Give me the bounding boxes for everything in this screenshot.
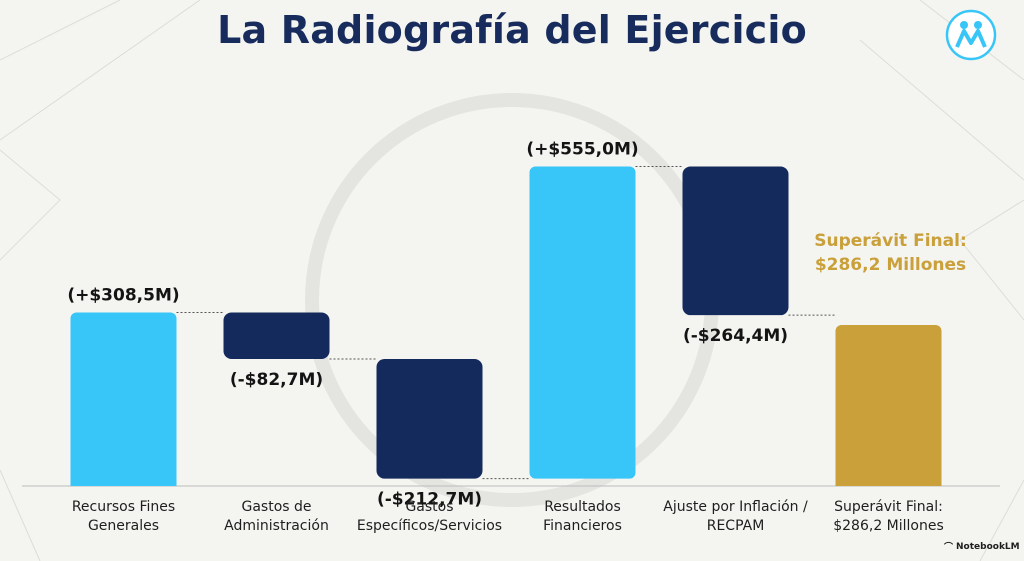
footer-brand-label: NotebookLM bbox=[956, 541, 1020, 552]
category-label-2-2: Administración bbox=[224, 518, 329, 534]
data-label-4: (+$555,0M) bbox=[526, 139, 638, 159]
bar-3 bbox=[376, 358, 483, 479]
bar-6 bbox=[835, 325, 942, 486]
category-label-4-2: Financieros bbox=[543, 518, 622, 534]
final-annotation-line-2: $286,2 Millones bbox=[815, 255, 966, 275]
page-title: La Radiografía del Ejercicio bbox=[217, 8, 807, 52]
bar-base-1 bbox=[70, 480, 177, 486]
bar-1 bbox=[70, 312, 177, 486]
category-label-3-1: Gastos bbox=[405, 499, 453, 515]
category-label-1-1: Recursos Fines bbox=[72, 499, 175, 515]
bar-5 bbox=[682, 166, 789, 316]
bar-2 bbox=[223, 312, 330, 359]
bar-base-6 bbox=[835, 480, 942, 486]
category-label-2-1: Gastos de bbox=[241, 499, 311, 515]
category-label-4-1: Resultados bbox=[544, 499, 621, 515]
category-label-5-2: RECPAM bbox=[707, 518, 765, 534]
data-label-5: (-$264,4M) bbox=[683, 326, 788, 346]
final-annotation-line-1: Superávit Final: bbox=[814, 231, 967, 251]
category-label-3-2: Específicos/Servicios bbox=[357, 518, 502, 534]
category-label-1-2: Generales bbox=[88, 518, 159, 534]
category-label-6-1: Superávit Final: bbox=[834, 499, 943, 515]
data-label-1: (+$308,5M) bbox=[67, 285, 179, 305]
notebooklm-icon: ⌒ bbox=[944, 543, 954, 553]
category-label-6-2: $286,2 Millones bbox=[833, 518, 944, 534]
footer-brand: ⌒ NotebookLM bbox=[944, 540, 1020, 554]
bar-4 bbox=[529, 166, 636, 479]
category-label-5-1: Ajuste por Inflación / bbox=[663, 499, 808, 515]
data-label-3: (-$212,7M) bbox=[377, 490, 482, 510]
data-label-2: (-$82,7M) bbox=[230, 370, 323, 390]
brand-logo-icon bbox=[945, 9, 997, 61]
